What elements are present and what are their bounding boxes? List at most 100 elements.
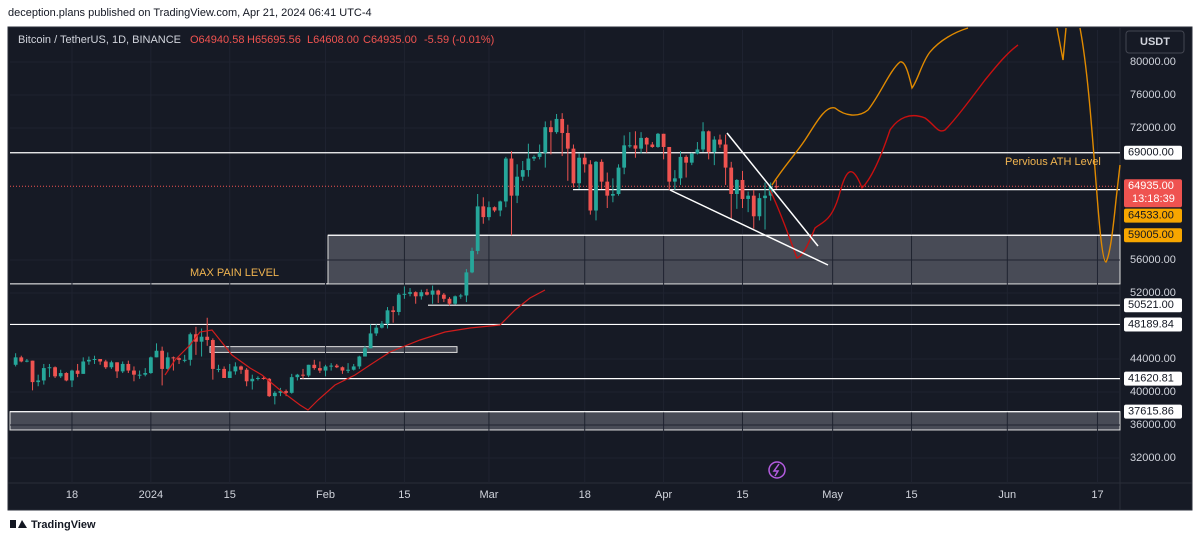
- level-label: 48189.84: [1128, 318, 1174, 330]
- candle-body: [565, 132, 570, 149]
- candle-body: [256, 377, 260, 379]
- candle-body: [701, 131, 705, 150]
- candle-body: [458, 295, 463, 297]
- candle-body: [656, 133, 660, 147]
- candle-body: [498, 201, 503, 211]
- candle-body: [639, 137, 643, 149]
- candle-body: [594, 161, 598, 211]
- candle-body: [379, 323, 384, 328]
- candle-body: [98, 359, 103, 362]
- candle-body: [464, 272, 469, 296]
- candle-body: [210, 340, 215, 369]
- candle-body: [13, 357, 18, 365]
- candle-body: [419, 292, 424, 297]
- candle-body: [610, 194, 615, 196]
- y-tick-label: 72000.00: [1130, 122, 1176, 134]
- candle-body: [137, 374, 142, 376]
- candle-body: [103, 361, 108, 368]
- candle-body: [357, 356, 362, 367]
- legend-value: -5.59 (-0.01%): [424, 34, 494, 46]
- candle-body: [515, 176, 520, 196]
- x-tick-label: 15: [905, 489, 917, 501]
- zone: [9, 411, 1121, 431]
- candle-body: [306, 364, 311, 376]
- indicator-curve: [164, 289, 546, 411]
- candle-body: [734, 179, 739, 195]
- level-label-box: [1124, 404, 1182, 419]
- candle-body: [667, 146, 672, 182]
- level-label-box: [1124, 371, 1182, 386]
- candle-body: [36, 380, 41, 383]
- x-tick-label: 18: [579, 489, 591, 501]
- x-tick-label: Apr: [655, 489, 672, 501]
- candle-body: [222, 368, 227, 378]
- candle-body: [633, 145, 638, 149]
- candle-body: [58, 373, 63, 377]
- candle-body: [199, 336, 204, 342]
- candle-body: [588, 164, 593, 211]
- candle-body: [723, 144, 728, 168]
- candle-body: [718, 139, 722, 145]
- level-label-box: [1124, 298, 1182, 313]
- plot: 80000.00 76000.00 72000.00 56000.00 52000.00…: [9, 30, 1182, 501]
- forecast-orange-right: [1056, 27, 1121, 263]
- candle-body: [582, 157, 587, 165]
- candle-body: [165, 357, 170, 369]
- forecast-orange: [771, 27, 969, 186]
- y-tick-label: 36000.00: [1130, 419, 1176, 431]
- candle-body: [571, 148, 576, 184]
- candle-body: [30, 360, 35, 383]
- candle-body: [272, 392, 277, 397]
- candle-body: [120, 363, 125, 372]
- candle-body: [115, 362, 119, 372]
- level-label-box: [1124, 145, 1182, 160]
- candle-body: [447, 298, 452, 304]
- candle-body: [250, 378, 255, 382]
- legend-value: O64940.58: [190, 34, 244, 46]
- candle-body: [374, 327, 379, 334]
- candle-body: [509, 158, 514, 196]
- countdown-label: 13:18:39: [1132, 193, 1175, 205]
- candle-body: [233, 366, 238, 372]
- candle-body: [560, 118, 565, 133]
- event-icon[interactable]: [768, 461, 786, 479]
- header-text: deception.plans published on TradingView…: [8, 7, 372, 19]
- candle-body: [413, 292, 418, 297]
- level-label: 41620.81: [1128, 373, 1174, 385]
- candle-body: [537, 152, 542, 157]
- logo-mark: [18, 520, 27, 528]
- y-tick-label: 32000.00: [1130, 452, 1176, 464]
- currency-button[interactable]: [1125, 30, 1185, 54]
- level-label: 37615.86: [1128, 406, 1174, 418]
- candle-body: [526, 158, 531, 171]
- candle-body: [92, 359, 97, 361]
- candle-body: [650, 144, 655, 147]
- candle-body: [143, 373, 148, 375]
- candle-body: [267, 378, 272, 397]
- currency-label: USDT: [1140, 36, 1170, 48]
- x-tick-label: 15: [398, 489, 410, 501]
- candle-body: [757, 198, 762, 217]
- candle-body: [661, 133, 666, 147]
- max-pain-annotation: MAX PAIN LEVEL: [190, 267, 279, 279]
- candle-body: [126, 363, 131, 371]
- legend-ohlc: O64940.58 H65695.56 L64608.00 C64935.00 -5.5…: [190, 34, 494, 46]
- candle-body: [470, 250, 474, 273]
- candle-body: [605, 181, 610, 196]
- candle-body: [346, 369, 350, 371]
- candle-body: [430, 290, 435, 295]
- candle-body: [340, 367, 345, 371]
- candle-body: [244, 369, 249, 382]
- wedge-lower: [669, 189, 829, 266]
- candle-body: [481, 206, 486, 218]
- legend-value: L64608.00: [307, 34, 359, 46]
- x-tick-label: Feb: [316, 489, 335, 501]
- y-tick-label: 40000.00: [1130, 386, 1176, 398]
- candle-body: [284, 391, 288, 393]
- candle-body: [751, 195, 756, 217]
- x-tick-label: 15: [224, 489, 236, 501]
- candle-body: [334, 365, 339, 368]
- candle-body: [729, 167, 734, 195]
- forecast-red: [769, 44, 1019, 259]
